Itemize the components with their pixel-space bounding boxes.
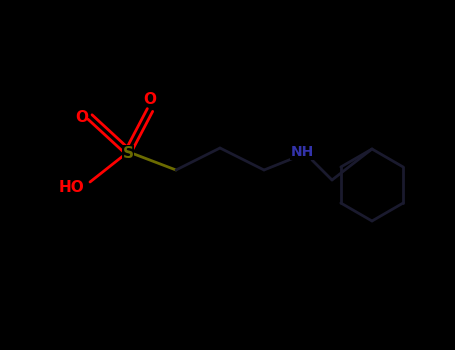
Text: O: O — [143, 92, 157, 107]
Text: S: S — [122, 146, 133, 161]
Text: HO: HO — [59, 181, 85, 196]
Text: O: O — [76, 110, 89, 125]
Text: NH: NH — [290, 145, 313, 159]
